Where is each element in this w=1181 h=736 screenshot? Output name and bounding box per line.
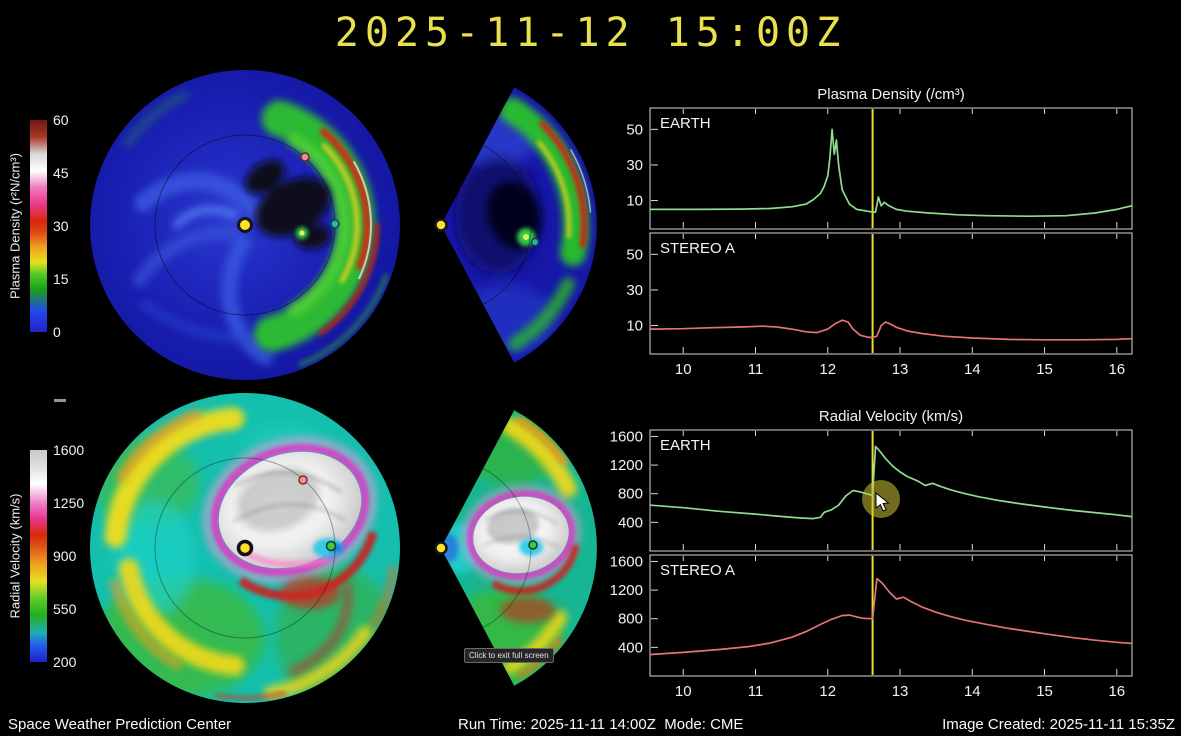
svg-text:EARTH: EARTH [660, 115, 711, 132]
svg-text:15: 15 [1036, 683, 1053, 700]
svg-text:10: 10 [675, 361, 692, 378]
density-stereoa-chart: 10 30 50 10 11 12 13 14 15 16 STEREO A [626, 232, 1133, 378]
density-colorbar-tick: 45 [53, 165, 69, 181]
svg-text:16: 16 [1108, 683, 1125, 700]
exit-fullscreen-tooltip: Click to exit full screen [464, 648, 554, 663]
stereo-a-marker-dot [298, 475, 308, 485]
svg-text:50: 50 [626, 246, 643, 263]
stereo-a-marker-dot [300, 152, 310, 162]
mouse-cursor-icon [875, 492, 890, 512]
svg-text:16: 16 [1108, 361, 1125, 378]
svg-text:12: 12 [819, 361, 836, 378]
svg-text:EARTH: EARTH [660, 437, 711, 454]
svg-text:30: 30 [626, 282, 643, 299]
sun-icon [434, 541, 448, 555]
density-colorbar-tick: 60 [53, 112, 69, 128]
svg-text:STEREO A: STEREO A [660, 240, 735, 257]
earth-marker-dot [330, 219, 340, 229]
svg-text:1200: 1200 [610, 457, 643, 474]
footer-image-created: Image Created: 2025-11-11 15:35Z [942, 716, 1175, 733]
earth-marker-dot [530, 237, 540, 247]
orbit-ring [482, 145, 532, 305]
earth-marker-dot [325, 540, 337, 552]
density-meridional-map [434, 87, 597, 363]
timestamp-title: 2025-11-12 15:00Z [334, 10, 847, 56]
svg-text:10: 10 [626, 193, 643, 210]
footer-run-info: Run Time: 2025-11-11 14:00Z Mode: CME [458, 716, 744, 733]
svg-text:800: 800 [618, 611, 643, 628]
svg-text:13: 13 [892, 683, 909, 700]
svg-text:11: 11 [748, 683, 764, 700]
svg-text:1600: 1600 [610, 428, 643, 445]
velocity-colorbar-tick: 900 [53, 548, 77, 564]
svg-text:12: 12 [819, 683, 836, 700]
density-colorbar [30, 120, 47, 332]
svg-text:1200: 1200 [610, 582, 643, 599]
density-charts-title: Plasma Density (/cm³) [817, 86, 965, 103]
svg-text:30: 30 [626, 157, 643, 174]
density-colorbar-tick: 15 [53, 271, 69, 287]
svg-text:13: 13 [892, 361, 909, 378]
svg-text:15: 15 [1036, 361, 1053, 378]
velocity-colorbar-tick: 1250 [53, 495, 85, 511]
density-colorbar-label: Plasma Density (r²N/cm³) [7, 153, 23, 299]
svg-text:14: 14 [964, 361, 981, 378]
velocity-colorbar [30, 450, 47, 662]
velocity-colorbar-tick: 1600 [53, 442, 85, 458]
svg-text:1600: 1600 [610, 553, 643, 570]
cme-cloud [461, 484, 581, 623]
svg-text:14: 14 [964, 683, 981, 700]
velocity-charts-title: Radial Velocity (km/s) [818, 408, 964, 425]
velocity-colorbar-tick: 200 [53, 654, 77, 670]
velocity-colorbar-label: Radial Velocity (km/s) [7, 493, 23, 619]
svg-text:800: 800 [618, 486, 643, 503]
velocity-meridional-map [434, 410, 597, 686]
density-colorbar-tick: 0 [53, 324, 61, 340]
svg-text:STEREO A: STEREO A [660, 562, 735, 579]
sun-icon [434, 218, 448, 232]
sun-icon [237, 217, 253, 233]
earth-marker-dot [528, 540, 538, 550]
velocity-stereoa-chart: 400 800 1200 1600 10 11 12 13 14 15 16 STEREO A [610, 553, 1133, 700]
density-earth-chart: 10 30 50 EARTH [626, 107, 1133, 230]
velocity-ecliptic-map [90, 393, 400, 703]
svg-text:10: 10 [626, 318, 643, 335]
svg-text:11: 11 [748, 361, 764, 378]
svg-text:50: 50 [626, 121, 643, 138]
density-colorbar-tick: 30 [53, 218, 69, 234]
density-cavity [245, 159, 331, 250]
sun-icon [236, 539, 254, 557]
minimize-dash-icon [54, 399, 66, 402]
velocity-colorbar-tick: 550 [53, 601, 77, 617]
density-ecliptic-map [90, 70, 400, 380]
svg-text:400: 400 [618, 639, 643, 656]
svg-text:400: 400 [618, 514, 643, 531]
footer-org-name: Space Weather Prediction Center [8, 716, 232, 733]
svg-text:10: 10 [675, 683, 692, 700]
